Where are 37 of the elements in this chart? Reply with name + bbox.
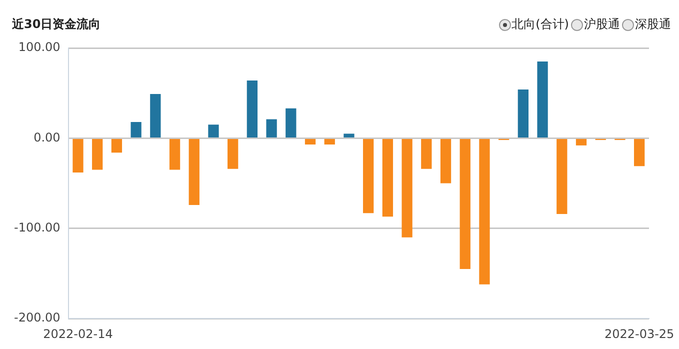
bar	[169, 138, 180, 170]
text: 北向(合计)	[512, 16, 569, 33]
bar	[518, 89, 529, 138]
bar	[344, 134, 354, 138]
bar	[304, 138, 316, 145]
bar	[92, 138, 103, 170]
bar	[111, 138, 122, 153]
y-tick-label: -200.00	[14, 310, 60, 325]
bar	[382, 138, 394, 217]
bar	[286, 108, 296, 138]
bar	[537, 62, 548, 138]
text: 沪股通	[584, 16, 620, 33]
y-tick-label: -100.00	[14, 220, 60, 235]
bar	[479, 138, 490, 284]
bar	[556, 138, 568, 214]
bar	[208, 124, 219, 138]
bar	[421, 138, 432, 169]
bar	[460, 138, 470, 269]
bar	[130, 122, 142, 138]
y-tick-label: 100.00	[18, 40, 60, 54]
chart-title: 近30日资金流向	[12, 16, 101, 33]
bar	[188, 138, 200, 205]
bar	[246, 80, 258, 138]
bar	[72, 138, 84, 172]
bar	[150, 94, 161, 138]
bar	[440, 138, 452, 184]
bar	[402, 138, 412, 238]
bar	[228, 138, 238, 169]
bar	[324, 138, 335, 145]
bar	[363, 138, 374, 214]
bar	[634, 138, 645, 166]
y-tick-label: 0.00	[34, 130, 60, 144]
text: 深股通	[635, 16, 671, 33]
x-tick-label: 2022-02-14	[43, 326, 113, 341]
bar	[266, 119, 277, 138]
x-tick-label: 2022-03-25	[604, 326, 674, 341]
bar	[576, 138, 587, 146]
